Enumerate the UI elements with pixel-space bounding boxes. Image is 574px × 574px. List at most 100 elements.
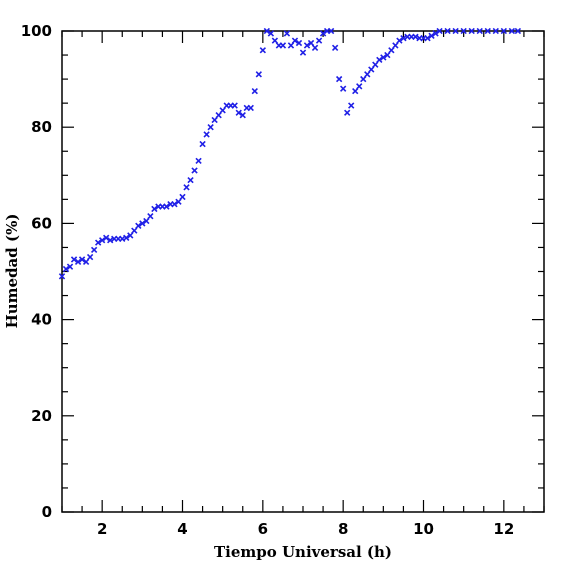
data-point xyxy=(484,27,491,35)
data-point xyxy=(239,112,246,119)
data-point xyxy=(396,37,403,44)
data-point xyxy=(175,198,182,205)
data-point xyxy=(199,140,206,148)
x-axis-title: Tiempo Universal (h) xyxy=(214,543,392,561)
data-point xyxy=(311,44,319,52)
data-point xyxy=(444,27,451,35)
data-point xyxy=(432,30,439,37)
data-point xyxy=(82,258,90,266)
data-point xyxy=(436,27,443,35)
x-tick-label: 2 xyxy=(97,520,107,538)
data-point xyxy=(368,66,375,73)
data-point xyxy=(215,112,222,119)
data-point xyxy=(356,83,363,90)
data-point xyxy=(340,85,347,92)
data-point xyxy=(364,71,371,78)
data-point xyxy=(476,27,483,35)
data-point xyxy=(468,27,475,35)
data-point xyxy=(500,27,507,35)
data-point xyxy=(255,71,262,78)
data-point xyxy=(299,49,307,56)
data-point xyxy=(66,263,74,270)
data-point xyxy=(327,27,335,35)
data-point xyxy=(492,27,499,35)
x-tick-label: 6 xyxy=(258,520,268,538)
data-point xyxy=(335,75,343,83)
data-point xyxy=(219,107,226,114)
data-point xyxy=(163,203,170,210)
data-point xyxy=(86,253,94,261)
y-tick-label: 0 xyxy=(42,503,52,521)
data-point xyxy=(103,234,110,241)
data-point xyxy=(283,30,291,37)
data-point xyxy=(263,27,271,35)
data-point xyxy=(315,37,323,44)
data-point xyxy=(279,42,287,49)
data-point xyxy=(139,220,146,227)
data-point xyxy=(127,232,134,239)
data-point xyxy=(211,116,218,124)
data-point xyxy=(171,200,178,208)
data-point xyxy=(179,193,186,201)
data-point xyxy=(360,75,367,83)
data-point xyxy=(331,44,339,52)
y-tick-label: 80 xyxy=(31,118,52,136)
data-point xyxy=(99,237,106,244)
x-tick-label: 4 xyxy=(177,520,187,538)
x-tick-label: 8 xyxy=(338,520,348,538)
data-point xyxy=(74,258,82,266)
data-point xyxy=(70,256,78,263)
y-tick-label: 20 xyxy=(31,407,52,425)
data-point xyxy=(251,87,258,95)
data-point xyxy=(90,246,98,254)
data-point xyxy=(307,39,315,47)
y-tick-label: 40 xyxy=(31,311,52,329)
data-point xyxy=(195,157,202,165)
data-point xyxy=(143,217,150,225)
data-point xyxy=(231,102,238,109)
data-point xyxy=(147,213,154,220)
data-point xyxy=(203,131,210,138)
data-point xyxy=(62,265,70,273)
data-point xyxy=(107,237,114,244)
data-point xyxy=(187,176,194,184)
plot-frame xyxy=(61,30,545,513)
data-point xyxy=(384,51,391,59)
data-point xyxy=(514,27,522,35)
data-point xyxy=(191,167,198,174)
x-tick-label: 12 xyxy=(493,520,514,538)
data-point xyxy=(207,124,214,131)
data-point xyxy=(508,27,516,35)
data-point xyxy=(388,47,395,54)
axis-ticks xyxy=(61,30,545,513)
data-point xyxy=(78,256,86,263)
data-point xyxy=(352,87,359,95)
data-point xyxy=(372,61,379,68)
data-point xyxy=(235,109,242,116)
y-tick-label: 100 xyxy=(21,22,52,40)
data-point xyxy=(400,35,407,42)
data-point xyxy=(380,54,387,61)
data-point xyxy=(392,42,399,49)
data-point xyxy=(247,104,254,112)
data-point xyxy=(428,32,435,39)
data-point xyxy=(412,33,419,40)
axis-tick-labels: 2 4 6 8 10 12 0 20 40 60 80 100 xyxy=(21,22,515,538)
data-point xyxy=(267,30,275,37)
data-point xyxy=(376,56,383,64)
data-point xyxy=(303,42,311,49)
data-point xyxy=(151,205,158,213)
y-axis-title: Humedad (%) xyxy=(3,214,21,329)
data-point xyxy=(460,27,467,35)
data-point xyxy=(319,30,327,37)
data-point xyxy=(424,35,431,42)
data-points xyxy=(58,27,522,280)
data-point xyxy=(452,27,459,35)
x-tick-label: 10 xyxy=(413,520,434,538)
data-point xyxy=(287,42,295,49)
data-point xyxy=(135,222,142,229)
data-point xyxy=(123,234,130,241)
data-point xyxy=(259,47,266,54)
y-tick-label: 60 xyxy=(31,214,52,232)
